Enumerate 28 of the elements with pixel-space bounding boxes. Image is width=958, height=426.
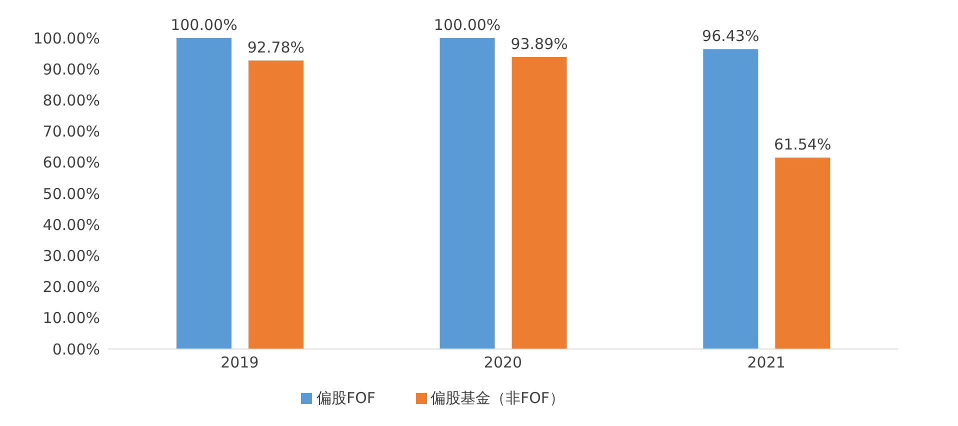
x-tick-label: 2019 (220, 354, 259, 372)
bar (703, 49, 758, 349)
bar (512, 57, 567, 349)
y-tick-label: 40.00% (42, 216, 100, 234)
legend-label: 偏股FOF (316, 389, 376, 407)
y-tick-label: 100.00% (33, 29, 100, 48)
y-tick-label: 30.00% (42, 247, 100, 266)
bar (440, 38, 495, 349)
data-label: 100.00% (434, 16, 501, 34)
y-tick-label: 0.00% (52, 340, 100, 358)
x-tick-label: 2021 (747, 354, 786, 372)
y-tick-label: 50.00% (42, 184, 100, 203)
data-label: 61.54% (774, 136, 832, 154)
bar (248, 60, 304, 349)
data-label: 96.43% (702, 27, 760, 46)
data-label: 93.89% (510, 35, 568, 53)
y-tick-label: 10.00% (42, 309, 100, 328)
bar (775, 158, 830, 349)
y-tick-label: 60.00% (42, 154, 100, 172)
y-tick-label: 80.00% (42, 92, 100, 110)
y-tick-label: 70.00% (42, 122, 100, 141)
y-tick-label: 90.00% (42, 60, 100, 78)
y-tick-label: 20.00% (42, 278, 100, 296)
bar (176, 38, 232, 349)
x-tick-label: 2020 (484, 354, 522, 372)
legend-label: 偏股基金（非FOF） (430, 389, 565, 407)
data-label: 92.78% (247, 38, 305, 56)
data-label: 100.00% (170, 16, 238, 34)
